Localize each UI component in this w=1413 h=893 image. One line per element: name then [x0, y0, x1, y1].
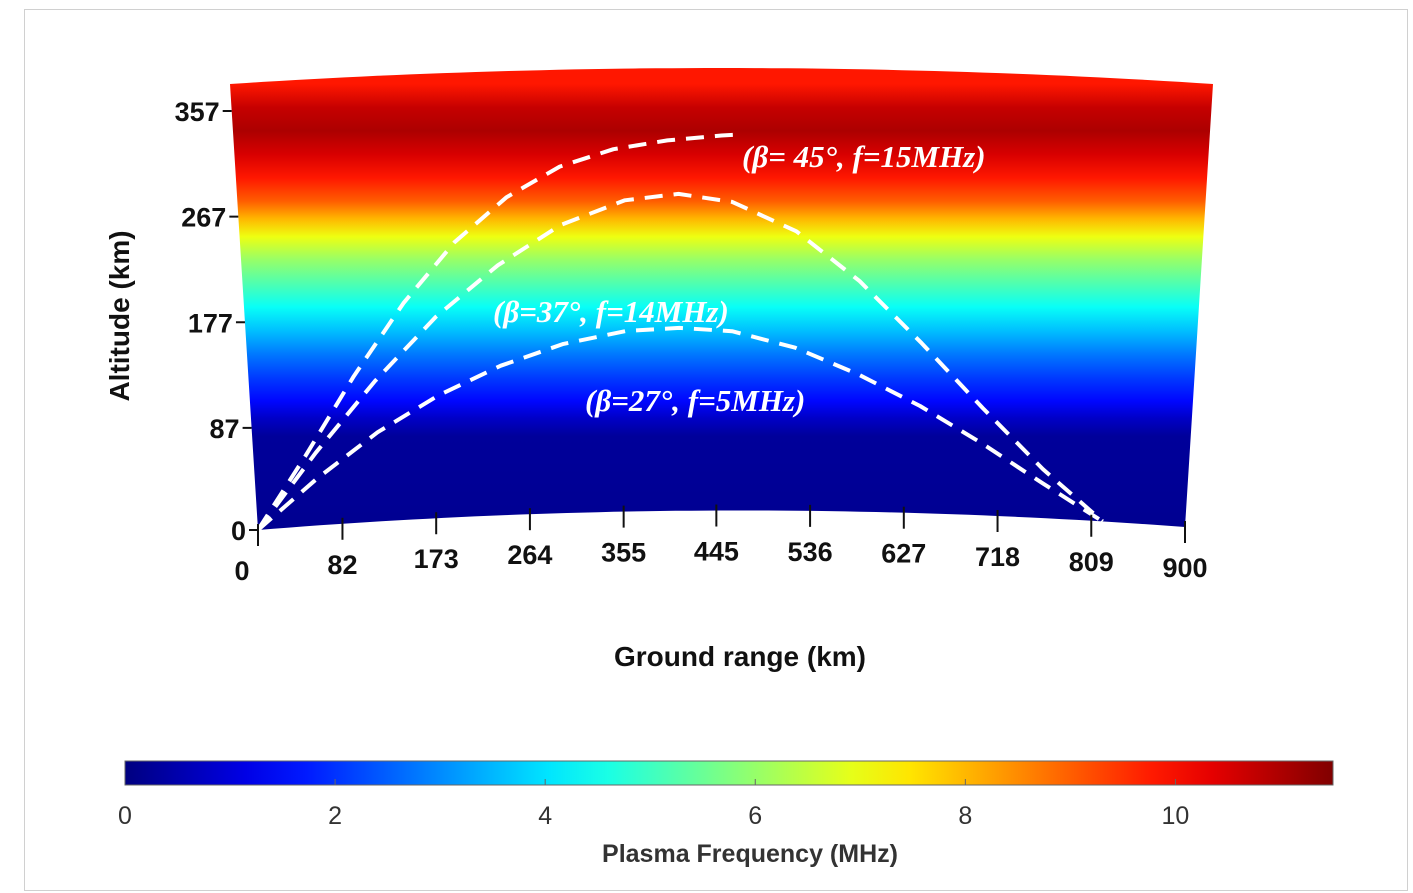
x-tick-label: 536 [788, 537, 833, 567]
ray-path-1 [256, 191, 1104, 532]
colorbar-tick-label: 0 [118, 802, 132, 830]
x-tick-label: 264 [507, 540, 552, 570]
x-tick-label: 718 [975, 542, 1020, 572]
x-tick-label: 900 [1162, 553, 1207, 583]
x-axis: 0 82 173 264 355 445 536 627 718 809 900 [234, 504, 1208, 586]
ray-labels: (β= 45°, f=15MHz) (β=37°, f=14MHz) (β=27… [493, 139, 986, 418]
ray-paths [256, 132, 1104, 532]
y-tick-label: 357 [175, 97, 220, 127]
ray-label-27: (β=27°, f=5MHz) [585, 383, 805, 418]
x-tick-label: 355 [601, 538, 646, 568]
x-tick-label: 173 [414, 544, 459, 574]
ray-path-0 [256, 132, 744, 532]
y-axis-title: Altitude (km) [104, 230, 135, 401]
y-tick-label: 0 [231, 516, 246, 546]
y-axis: 0 87 177 267 357 [175, 97, 258, 546]
heatmap-region [230, 68, 1213, 530]
y-tick-label: 177 [188, 308, 233, 338]
x-tick-label: 0 [234, 556, 249, 586]
colorbar-tick-label: 4 [538, 802, 552, 830]
colorbar-tick-label: 10 [1162, 802, 1190, 830]
x-tick-label: 627 [881, 539, 926, 569]
x-tick-label: 445 [694, 537, 739, 567]
colorbar-tick-label: 6 [748, 802, 762, 830]
colorbar-ticks: 0 2 4 6 8 10 [118, 779, 1189, 830]
x-axis-title: Ground range (km) [614, 641, 866, 672]
y-tick-label: 267 [181, 203, 226, 233]
ray-path-2 [256, 325, 1104, 532]
ray-label-37: (β=37°, f=14MHz) [493, 294, 729, 329]
colorbar-tick-label: 8 [958, 802, 972, 830]
y-tick-label: 87 [210, 414, 240, 444]
x-tick-label: 809 [1069, 547, 1114, 577]
ray-label-45: (β= 45°, f=15MHz) [742, 139, 986, 174]
colorbar [124, 760, 1334, 786]
x-tick-label: 82 [327, 550, 357, 580]
colorbar-tick-label: 2 [328, 802, 342, 830]
colorbar-title: Plasma Frequency (MHz) [602, 840, 898, 868]
